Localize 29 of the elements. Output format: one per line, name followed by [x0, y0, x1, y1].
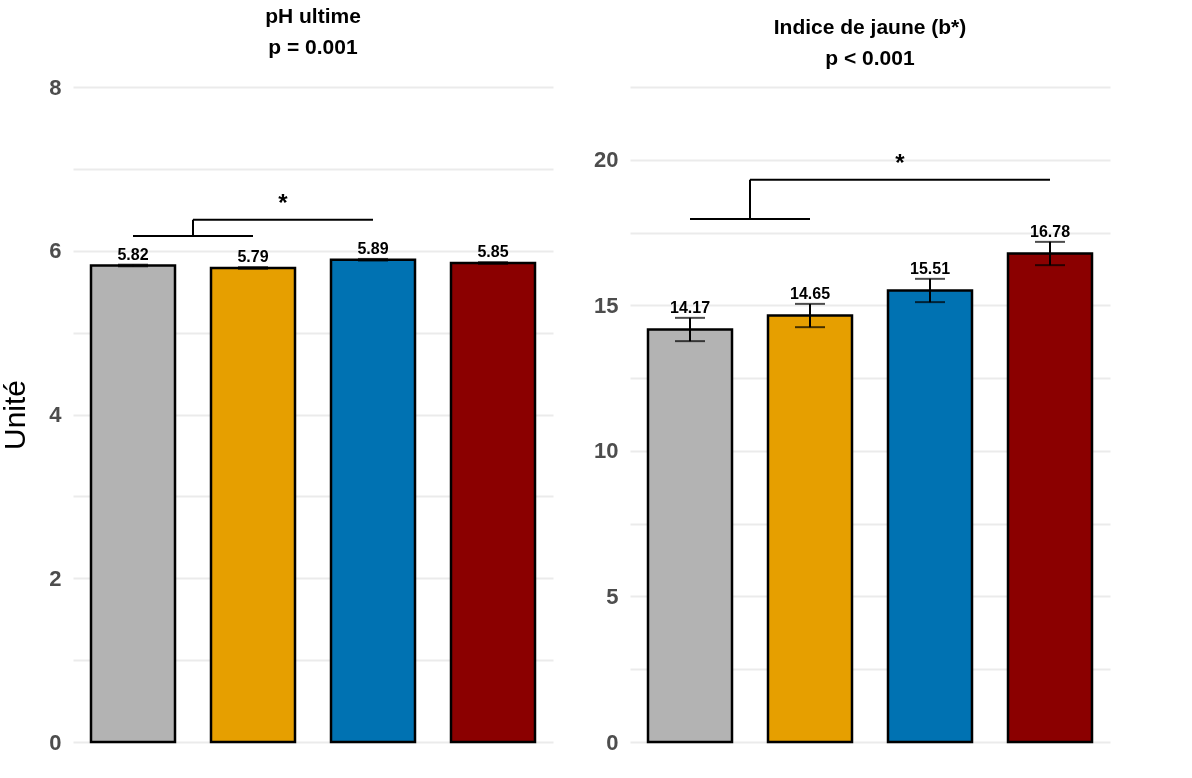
annotation: *: [895, 148, 906, 176]
chart-subtitle: p < 0.001: [825, 46, 915, 69]
data-label: 15.51: [909, 259, 951, 277]
bar: [89, 264, 177, 744]
y-tick-label: 5: [606, 583, 619, 609]
data-label: 5.89: [357, 239, 389, 257]
data-label: 5.82: [117, 245, 149, 263]
data-label: 16.78: [1029, 222, 1071, 240]
y-tick-label: 10: [594, 438, 619, 464]
bar: [329, 258, 417, 744]
y-tick-label: 20: [594, 147, 619, 173]
annotation: *: [278, 188, 289, 216]
y-tick-label: 6: [49, 238, 62, 264]
y-tick-label: 4: [49, 402, 63, 427]
y-tick-label: 0: [49, 729, 62, 755]
y-tick-label: 2: [49, 565, 62, 591]
chart-title: Indice de jaune (b*): [773, 15, 967, 38]
bar: [449, 261, 537, 744]
chart-subtitle: p = 0.001: [268, 35, 358, 58]
y-axis-title: Unité: [0, 379, 32, 451]
data-label: 5.79: [237, 248, 269, 266]
y-tick-label: 8: [49, 74, 62, 100]
data-label: 14.65: [789, 284, 831, 302]
data-label: 14.17: [669, 298, 711, 316]
chart-title: pH ultime: [265, 4, 361, 27]
y-tick-label: 15: [594, 292, 619, 318]
bar: [209, 266, 297, 744]
y-tick-label: 0: [606, 729, 619, 755]
data-label: 5.85: [477, 243, 509, 261]
